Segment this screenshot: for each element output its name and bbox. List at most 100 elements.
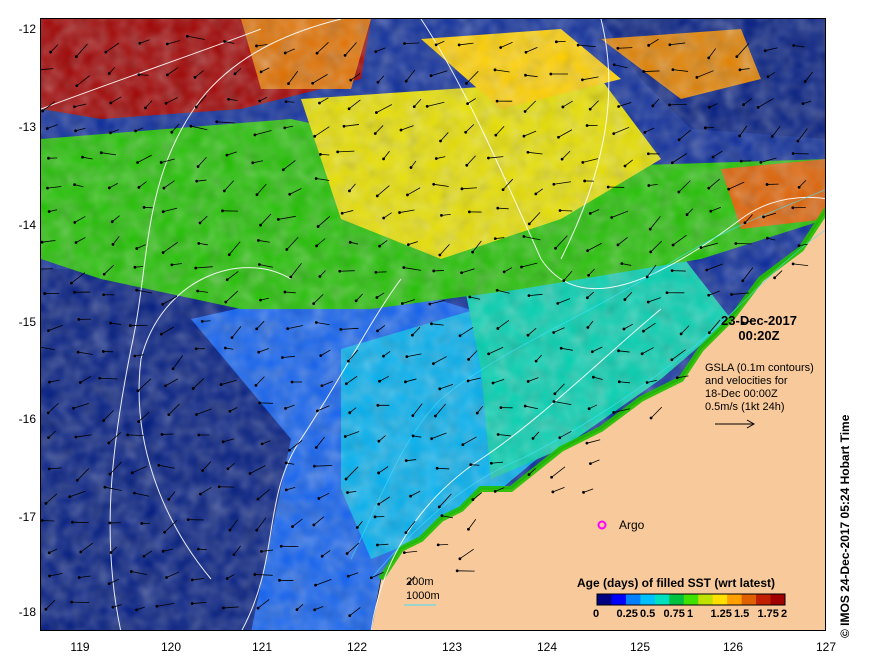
velocity-arrow-head [318,275,322,278]
velocity-arrow [168,491,176,500]
velocity-arrow-head [671,243,675,247]
velocity-arrow [650,406,663,419]
velocity-arrow [80,375,92,383]
velocity-arrow [109,183,118,189]
velocity-arrow-head [467,358,471,361]
velocity-arrow-head [193,75,197,79]
velocity-arrow-head [585,124,589,127]
velocity-arrow [161,158,175,163]
velocity-arrow-head [196,289,200,293]
velocity-arrow-head [128,324,132,327]
velocity-arrow [313,294,324,304]
velocity-arrow [187,35,205,40]
colorbar-tick: 1 [687,608,694,620]
velocity-arrow-head [44,501,48,505]
velocity-arrow [678,129,692,141]
velocity-arrow-head [276,218,280,221]
velocity-arrow-head [735,55,739,59]
velocity-arrow-head [315,51,319,55]
velocity-arrow-head [47,436,50,440]
velocity-arrow [259,264,273,268]
velocity-arrow [318,492,330,499]
velocity-arrow [168,403,180,415]
velocity-arrow-head [129,570,133,573]
velocity-arrow-head [160,433,164,436]
velocity-arrow [797,128,808,142]
velocity-arrow [229,519,239,531]
velocity-arrow [377,75,385,83]
velocity-arrow-head [557,135,560,139]
velocity-arrow-head [314,321,318,324]
velocity-arrow [498,434,511,437]
velocity-arrow [200,487,212,495]
velocity-arrow-head [284,461,288,465]
velocity-arrow-head [408,581,411,585]
velocity-arrow-head [588,211,592,215]
velocity-arrow-head [373,132,377,135]
velocity-arrow [202,461,212,471]
velocity-arrow [553,181,571,185]
velocity-arrow [104,486,122,491]
velocity-arrow [461,187,477,190]
velocity-arrow-head [165,42,169,46]
velocity-arrow [798,179,807,188]
velocity-arrow [316,322,330,326]
velocity-arrow-head [101,350,105,353]
velocity-arrow-head [107,186,111,190]
velocity-arrow-head [135,288,139,292]
velocity-arrow-head [617,349,620,353]
velocity-arrow-head [130,471,134,475]
velocity-arrow-head [591,375,595,379]
velocity-arrow [470,464,480,466]
velocity-arrow-head [111,605,115,609]
velocity-arrow [500,41,513,48]
velocity-arrow-head [617,105,621,108]
colorbar-swatch [625,594,641,605]
velocity-arrow [343,124,360,127]
velocity-arrow-head [622,327,626,331]
velocity-arrow-head [344,477,348,481]
velocity-arrow [468,519,477,530]
velocity-arrow-head [133,265,137,269]
velocity-arrow-head [195,413,198,416]
velocity-arrow-head [336,150,340,154]
velocity-arrow-head [376,543,379,547]
velocity-arrow [282,355,295,358]
velocity-arrow-head [643,130,647,134]
velocity-arrow-head [230,336,234,340]
velocity-arrow [672,69,689,72]
velocity-arrow [527,151,543,155]
velocity-arrow-head [502,270,506,274]
velocity-arrow [77,468,90,481]
velocity-arrow [284,125,294,129]
velocity-arrow-head [491,381,495,385]
velocity-arrow [172,355,184,369]
velocity-arrow [162,241,178,253]
colorbar-swatch [698,594,714,605]
velocity-arrow [588,404,598,410]
velocity-arrow-head [314,446,318,449]
velocity-arrow [492,379,505,384]
velocity-arrow [648,183,658,186]
velocity-arrow-head [773,276,777,280]
velocity-arrow-head [404,380,407,384]
velocity-arrow [429,299,446,305]
velocity-arrow [161,326,175,335]
velocity-arrow-head [493,237,497,241]
velocity-arrow-head [287,82,290,86]
velocity-arrow-head [161,251,165,254]
velocity-arrow-head [107,72,111,75]
velocity-arrow [231,326,242,338]
velocity-arrow-head [253,133,257,137]
velocity-arrow [105,42,120,53]
velocity-arrow-head [406,243,410,247]
velocity-arrow [494,69,510,73]
velocity-arrow [644,127,655,133]
velocity-arrow-head [585,296,589,300]
velocity-arrow [440,132,449,142]
velocity-arrow-head [759,160,763,164]
velocity-arrow [223,438,235,443]
velocity-arrow [671,349,686,361]
velocity-arrow [383,212,392,219]
velocity-arrow [528,468,536,475]
